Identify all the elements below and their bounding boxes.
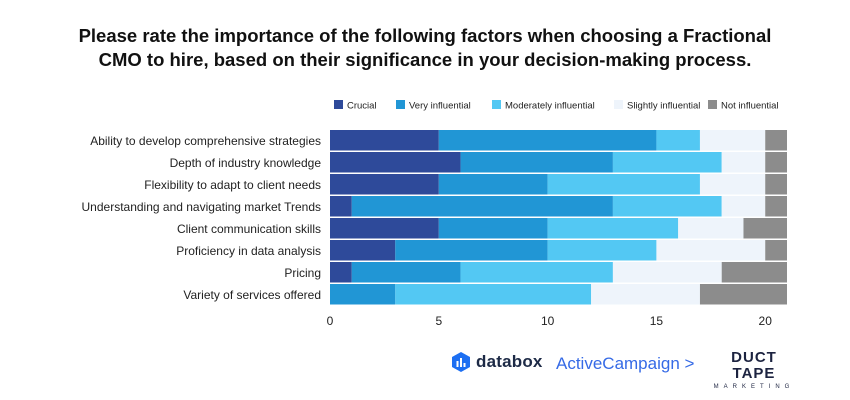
bar-segment xyxy=(330,174,439,195)
y-tick-label: Ability to develop comprehensive strateg… xyxy=(90,134,321,148)
bar-segment xyxy=(765,152,787,173)
legend-swatch xyxy=(614,100,623,109)
bar-segment xyxy=(591,284,700,305)
legend-label: Slightly influential xyxy=(627,101,700,112)
bar-segment xyxy=(743,218,787,239)
bar-segment xyxy=(765,196,787,217)
bar-segment xyxy=(547,174,700,195)
bar-segment xyxy=(721,262,787,283)
bar-segment xyxy=(330,240,396,261)
bar-segment xyxy=(330,130,439,151)
x-tick-label: 15 xyxy=(650,314,664,328)
bar-segment xyxy=(612,196,722,217)
y-tick-label: Variety of services offered xyxy=(183,288,321,302)
legend-label: Not influential xyxy=(721,101,779,112)
bar-segment xyxy=(678,218,744,239)
bar-segment xyxy=(765,130,787,151)
y-tick-label: Proficiency in data analysis xyxy=(176,244,321,258)
bar-segment xyxy=(547,218,679,239)
bar-segment xyxy=(330,262,352,283)
bar-segment xyxy=(547,240,657,261)
bar-segment xyxy=(699,174,766,195)
bar-segment xyxy=(721,196,766,217)
y-tick-label: Client communication skills xyxy=(177,222,321,236)
bar-segment xyxy=(460,152,613,173)
bar-segment xyxy=(612,262,722,283)
chart-title: Please rate the importance of the follow… xyxy=(0,24,850,72)
bar-segment xyxy=(721,152,766,173)
bar-segment xyxy=(699,130,766,151)
bar-segment xyxy=(395,284,592,305)
bar-segment xyxy=(330,152,461,173)
bar-segment xyxy=(330,284,396,305)
bar-segment xyxy=(438,218,548,239)
bar-segment xyxy=(438,174,548,195)
bar-segment xyxy=(351,196,613,217)
y-tick-label: Depth of industry knowledge xyxy=(170,156,322,170)
y-tick-label: Flexibility to adapt to client needs xyxy=(144,178,321,192)
x-tick-label: 0 xyxy=(327,314,334,328)
chart-title-line-2: CMO to hire, based on their significance… xyxy=(98,49,752,70)
x-tick-label: 20 xyxy=(759,314,773,328)
bar-segment xyxy=(351,262,461,283)
legend-label: Moderately influential xyxy=(505,101,595,112)
bar-segment xyxy=(765,240,787,261)
bar-segment xyxy=(438,130,657,151)
legend-label: Crucial xyxy=(347,101,377,112)
legend-swatch xyxy=(396,100,405,109)
bar-segment xyxy=(656,240,766,261)
bar-segment xyxy=(395,240,548,261)
legend-label: Very influential xyxy=(409,101,471,112)
x-tick-label: 5 xyxy=(435,314,442,328)
y-tick-label: Understanding and navigating market Tren… xyxy=(82,200,321,214)
legend-swatch xyxy=(492,100,501,109)
bar-segment xyxy=(330,218,439,239)
legend-swatch xyxy=(708,100,717,109)
x-tick-label: 10 xyxy=(541,314,555,328)
bar-segment xyxy=(460,262,613,283)
bar-segment xyxy=(656,130,700,151)
bar-segment xyxy=(330,196,352,217)
chart-title-line-1: Please rate the importance of the follow… xyxy=(78,25,772,46)
bar-segment xyxy=(699,284,787,305)
y-tick-label: Pricing xyxy=(284,266,321,280)
bar-segment xyxy=(612,152,722,173)
bar-segment xyxy=(765,174,787,195)
legend-swatch xyxy=(334,100,343,109)
